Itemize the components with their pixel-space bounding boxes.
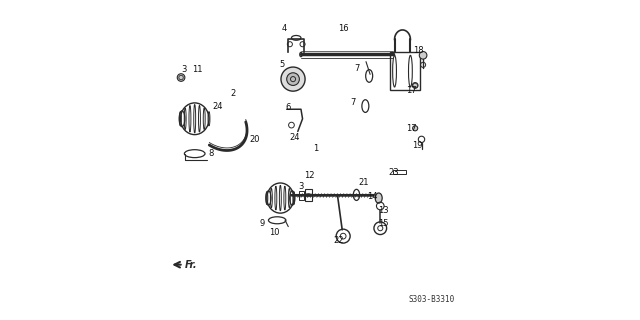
Bar [390, 52, 420, 90]
Ellipse shape [413, 126, 418, 131]
Text: 6: 6 [285, 103, 291, 112]
Text: 17: 17 [406, 86, 416, 95]
Text: 17: 17 [406, 124, 416, 133]
Circle shape [177, 74, 185, 81]
Text: 21: 21 [358, 178, 369, 187]
Bar [305, 189, 312, 201]
Text: 12: 12 [304, 172, 315, 180]
Text: 15: 15 [378, 219, 388, 228]
Text: Fr.: Fr. [185, 260, 198, 270]
Text: S303-B3310: S303-B3310 [409, 295, 455, 304]
Text: 7: 7 [351, 99, 356, 108]
Bar [393, 171, 406, 174]
Text: 24: 24 [289, 133, 300, 142]
Text: 22: 22 [333, 236, 344, 245]
Text: 11: 11 [193, 65, 203, 74]
Text: 18: 18 [413, 46, 424, 55]
Text: 16: 16 [339, 24, 349, 33]
Text: 9: 9 [259, 219, 264, 228]
Text: 8: 8 [209, 149, 214, 158]
Circle shape [287, 73, 300, 85]
Text: 3: 3 [298, 182, 304, 191]
Text: 23: 23 [388, 168, 399, 177]
Bar [300, 191, 303, 200]
Circle shape [281, 67, 305, 91]
Ellipse shape [375, 193, 382, 203]
Text: 4: 4 [282, 24, 287, 33]
Text: 13: 13 [378, 206, 388, 215]
Text: 19: 19 [412, 141, 422, 150]
Ellipse shape [412, 83, 418, 88]
Text: 10: 10 [269, 228, 280, 237]
Text: 5: 5 [280, 60, 285, 69]
Circle shape [419, 52, 427, 59]
Text: 24: 24 [212, 101, 223, 111]
Text: 2: 2 [230, 89, 236, 98]
Text: 1: 1 [313, 144, 318, 153]
Text: 7: 7 [355, 63, 360, 73]
Text: 3: 3 [181, 65, 186, 74]
Text: 14: 14 [367, 192, 378, 201]
Text: 20: 20 [250, 135, 260, 144]
